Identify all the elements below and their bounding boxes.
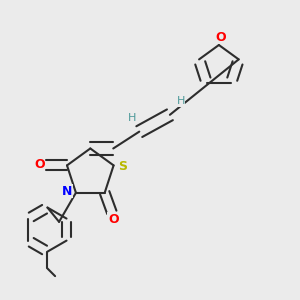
Text: H: H	[128, 113, 136, 123]
Text: O: O	[215, 31, 226, 44]
Text: O: O	[108, 213, 119, 226]
Text: H: H	[176, 96, 185, 106]
Text: O: O	[34, 158, 45, 171]
Text: S: S	[118, 160, 127, 173]
Text: N: N	[62, 185, 73, 198]
